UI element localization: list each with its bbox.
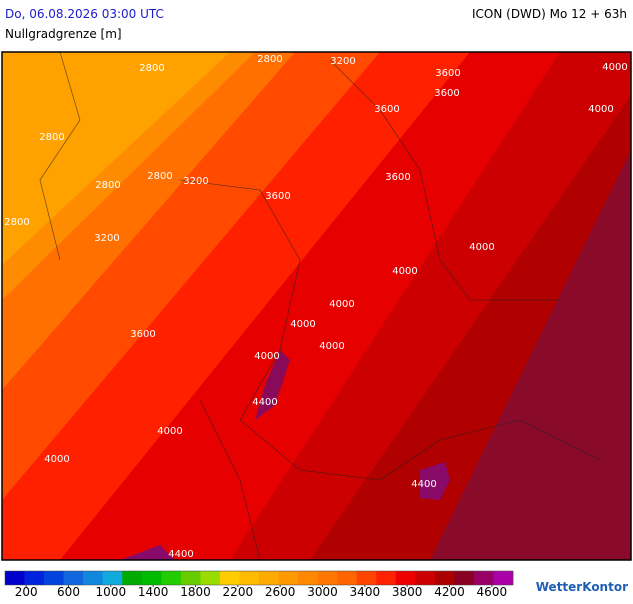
contour-label: 2800 [147, 171, 172, 182]
colorbar-label: 1400 [138, 585, 169, 599]
contour-label: 4000 [157, 426, 182, 437]
valid-time: Do, 06.08.2026 03:00 UTC [5, 7, 164, 21]
colorbar-label: 4200 [434, 585, 465, 599]
colorbar-label: 1000 [96, 585, 127, 599]
high-area [255, 350, 290, 420]
contour-label: 3600 [385, 172, 410, 183]
colorbar-swatch [239, 571, 260, 585]
colorbar-swatch [434, 571, 455, 585]
colorbar-swatch [376, 571, 397, 585]
colorbar-swatch [356, 571, 377, 585]
colorbar-label: 2600 [265, 585, 296, 599]
contour-label: 4400 [168, 549, 193, 560]
high-area [420, 462, 450, 500]
colorbar-swatch [493, 571, 514, 585]
contour-label: 3200 [94, 233, 119, 244]
colorbar-swatch [141, 571, 162, 585]
contour-label: 3600 [265, 191, 290, 202]
colorbar-label: 4600 [477, 585, 508, 599]
colorbar-swatch [298, 571, 318, 585]
contour-label: 2800 [257, 54, 282, 65]
colorbar-swatch [219, 571, 240, 585]
contour-label: 4000 [602, 62, 627, 73]
contour-label: 2800 [95, 180, 120, 191]
colorbar-swatch [102, 571, 123, 585]
colorbar-label: 3000 [307, 585, 338, 599]
contour-label: 4000 [588, 104, 613, 115]
colorbar-swatch [200, 571, 221, 585]
contour-label: 3200 [330, 56, 355, 67]
contour-label: 3200 [183, 176, 208, 187]
colorbar-label: 600 [57, 585, 80, 599]
colorbar-swatch [122, 571, 143, 585]
map [1, 51, 632, 561]
contour-label: 2800 [39, 132, 64, 143]
contour-label: 2800 [4, 217, 29, 228]
colorbar-swatch [415, 571, 436, 585]
colorbar-swatch [83, 571, 103, 585]
colorbar-swatch [473, 571, 494, 585]
colorbar-swatch [24, 571, 45, 585]
colorbar-swatch [278, 571, 299, 585]
contour-label: 3600 [374, 104, 399, 115]
colorbar-swatch [454, 571, 475, 585]
map-frame [1, 51, 632, 561]
band [2, 52, 230, 265]
colorbar-swatch [180, 571, 201, 585]
contour-label: 2800 [139, 63, 164, 74]
colorbar-frame [4, 570, 514, 586]
colorbar-swatch [259, 571, 279, 585]
colorbar-swatch [5, 571, 25, 585]
colorbar-label: 3800 [392, 585, 423, 599]
colorbar-swatch [337, 571, 357, 585]
contour-label: 3600 [130, 329, 155, 340]
contour-label: 4000 [392, 266, 417, 277]
model-run: ICON (DWD) Mo 12 + 63h [472, 7, 627, 21]
colorbar-swatch [317, 571, 338, 585]
contour-label: 4400 [252, 397, 277, 408]
contour-label: 4000 [254, 351, 279, 362]
contour-label: 3600 [434, 88, 459, 99]
colorbar-swatch [161, 571, 182, 585]
logo: WetterKontor [536, 580, 628, 594]
contour-label: 4000 [319, 341, 344, 352]
parameter: Nullgradgrenze [m] [5, 27, 122, 41]
colorbar-swatch [63, 571, 84, 585]
high-area [120, 545, 175, 560]
contour-label: 4000 [469, 242, 494, 253]
colorbar-label: 3400 [350, 585, 381, 599]
colorbar-label: 2200 [223, 585, 254, 599]
borders [39, 51, 601, 561]
contour-label: 4000 [329, 299, 354, 310]
colorbar-label: 200 [15, 585, 38, 599]
colorbar-label: 1800 [180, 585, 211, 599]
contour-label: 4000 [44, 454, 69, 465]
contour-label: 4400 [411, 479, 436, 490]
contour-label: 3600 [435, 68, 460, 79]
contour-label: 4000 [290, 319, 315, 330]
colorbar-swatch [44, 571, 64, 585]
colorbar-swatch [395, 571, 416, 585]
